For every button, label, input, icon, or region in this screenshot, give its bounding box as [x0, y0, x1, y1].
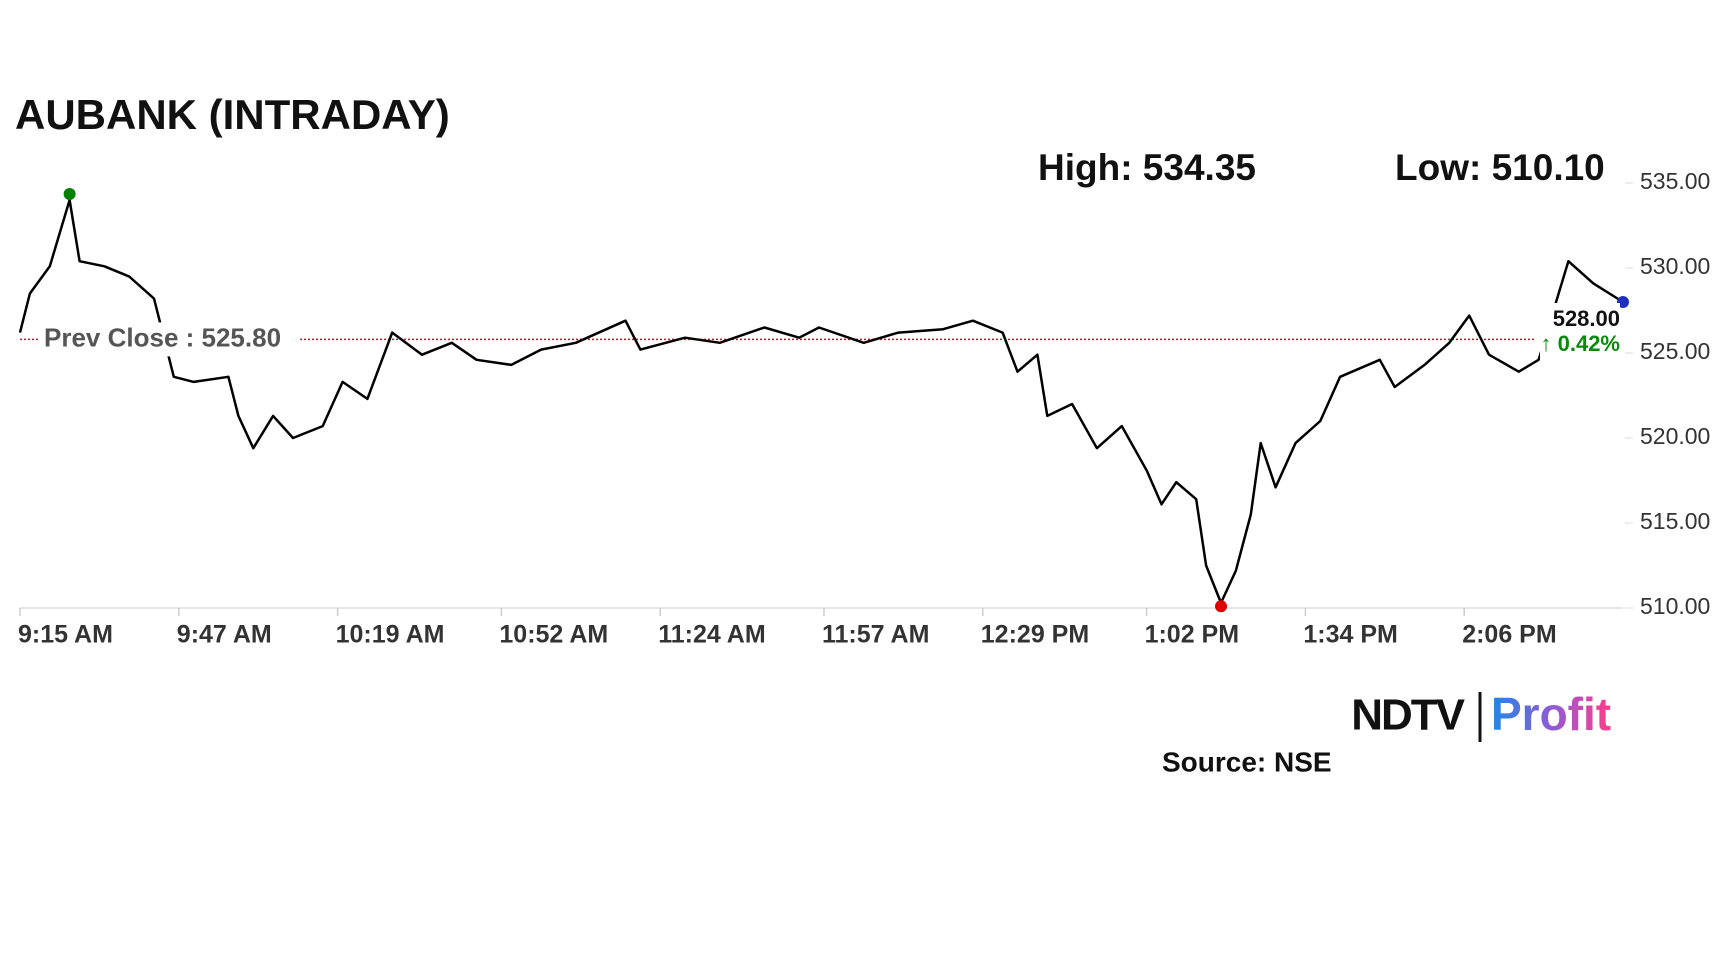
y-tick-label: 510.00 [1640, 593, 1710, 619]
y-tick-label: 520.00 [1640, 423, 1710, 449]
x-tick-label: 9:47 AM [177, 621, 272, 649]
high-label: High: 534.35 [1038, 147, 1256, 188]
low-marker [1215, 600, 1228, 613]
prev-close-label: Prev Close : 525.80 [44, 322, 281, 352]
low-label: Low: 510.10 [1395, 147, 1605, 188]
x-tick-label: 10:52 AM [499, 621, 608, 649]
source: Source: NSE [1162, 746, 1332, 777]
brand-left: NDTV [1351, 691, 1465, 740]
x-tick-label: 11:57 AM [822, 621, 929, 649]
price-line [18, 198, 1624, 605]
y-tick-label: 530.00 [1640, 253, 1710, 279]
prev-close-label-bg [40, 322, 298, 357]
high-marker [63, 188, 76, 201]
y-tick-label: 525.00 [1640, 338, 1710, 364]
last-label-bg [1540, 303, 1620, 359]
x-tick-label: 9:15 AM [18, 621, 113, 649]
change-label: ↑ 0.42% [1541, 331, 1621, 356]
x-tick-label: 1:34 PM [1303, 621, 1397, 649]
y-tick-label: 515.00 [1640, 508, 1710, 534]
x-tick-label: 12:29 PM [981, 621, 1089, 649]
x-tick-label: 11:24 AM [658, 621, 765, 649]
x-tick-label: 2:06 PM [1462, 621, 1556, 649]
last-price-label: 528.00 [1553, 306, 1620, 331]
brand-right: Profit [1491, 688, 1611, 740]
x-tick-label: 10:19 AM [336, 621, 445, 649]
x-tick-label: 1:02 PM [1145, 621, 1239, 649]
chart-title: AUBANK (INTRADAY) [15, 91, 450, 138]
y-tick-label: 535.00 [1640, 168, 1710, 194]
